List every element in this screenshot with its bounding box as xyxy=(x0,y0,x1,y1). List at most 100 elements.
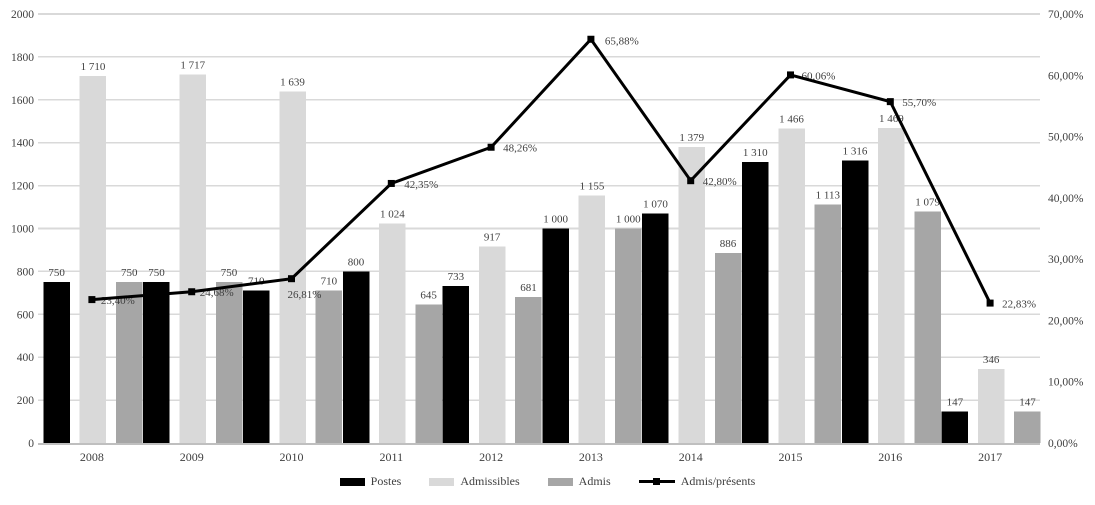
year-label: 2010 xyxy=(280,450,304,464)
percent-label: 65,88% xyxy=(605,36,639,48)
bars xyxy=(43,74,1041,444)
bar-admissibles-2012 xyxy=(478,246,506,443)
percent-label: 42,80% xyxy=(703,176,737,188)
bar-label: 1 710 xyxy=(81,61,106,73)
left-axis-tick: 600 xyxy=(17,309,35,321)
bar-admis-2014 xyxy=(714,252,742,443)
postes-swatch-icon xyxy=(339,477,365,486)
legend-item-admis-presents: Admis/présents xyxy=(638,474,756,489)
legend-label-admissibles: Admissibles xyxy=(460,474,520,488)
bar-admis-2010 xyxy=(315,290,343,443)
year-label: 2012 xyxy=(479,450,503,464)
bar-admis-2011 xyxy=(415,304,442,443)
line-point-labels: 23,40%24,68% 26,81%42,35%48,26%65,88%42,8… xyxy=(101,36,1036,311)
admis-presents-line xyxy=(91,36,992,304)
left-axis-tick: 800 xyxy=(17,266,35,278)
year-label: 2008 xyxy=(80,450,104,464)
bar-label: 1 024 xyxy=(380,208,405,220)
left-axis-tick: 1200 xyxy=(11,181,34,193)
bar-label: 1 000 xyxy=(616,214,641,226)
line-marker-icon xyxy=(188,288,196,296)
bar-label: 750 xyxy=(121,267,138,279)
line-marker-icon xyxy=(487,143,495,151)
bar-label: 800 xyxy=(348,256,365,268)
year-label: 2013 xyxy=(579,450,603,464)
bar-admissibles-2014 xyxy=(678,147,705,443)
left-axis-labels: 0 200 400 600 800 1000 1200 1400 1600 1800 2000 xyxy=(11,9,34,450)
bar-admissibles-2013 xyxy=(578,195,606,443)
bar-label: 1 070 xyxy=(643,198,668,210)
bar-admis-2013 xyxy=(615,228,642,443)
percent-label: 26,81% xyxy=(288,289,322,301)
bar-admissibles-2011 xyxy=(379,223,406,443)
left-axis-tick: 200 xyxy=(17,395,35,407)
right-axis-tick: 60,00% xyxy=(1048,70,1084,82)
legend-label-admis-presents: Admis/présents xyxy=(680,474,756,488)
left-axis-tick: 1000 xyxy=(11,224,34,236)
bar-label: 733 xyxy=(448,271,465,283)
right-axis-tick: 40,00% xyxy=(1048,193,1084,205)
year-label: 2014 xyxy=(679,450,703,464)
bar-admis-2012 xyxy=(515,296,542,443)
line-series xyxy=(88,35,994,307)
admis-swatch-icon xyxy=(547,477,573,486)
bar-admis-2017 xyxy=(1014,411,1041,443)
bar-label: 750 xyxy=(148,267,165,279)
left-axis-tick: 1600 xyxy=(11,95,34,107)
bar-label: 1 113 xyxy=(816,189,841,201)
line-marker-icon xyxy=(986,299,994,307)
legend-label-admis: Admis xyxy=(578,474,611,488)
right-axis-tick: 50,00% xyxy=(1048,132,1084,144)
bar-postes-2017 xyxy=(941,411,969,443)
bar-admis-2009 xyxy=(215,282,243,443)
bar-label: 147 xyxy=(947,396,964,408)
bar-label: 917 xyxy=(484,231,501,243)
left-axis-tick: 0 xyxy=(28,438,34,450)
right-axis-tick: 0,00% xyxy=(1048,438,1078,450)
bar-admis-2008 xyxy=(116,282,143,443)
bar-admissibles-2008 xyxy=(79,76,107,443)
bar-label: 1 466 xyxy=(779,114,804,126)
bar-postes-2013 xyxy=(542,228,569,443)
percent-label: 42,35% xyxy=(404,179,438,191)
line-marker-swatch-icon xyxy=(638,477,675,486)
year-label: 2017 xyxy=(978,450,1002,464)
bar-label: 1 316 xyxy=(843,146,868,158)
bar-admissibles-2016 xyxy=(878,127,905,443)
legend-label-postes: Postes xyxy=(370,474,402,488)
left-axis-tick: 1800 xyxy=(11,52,34,64)
year-label: 2015 xyxy=(779,450,803,464)
legend-item-admis: Admis xyxy=(547,474,611,489)
bar-admissibles-2009 xyxy=(179,74,206,444)
percent-label: 22,83% xyxy=(1002,299,1036,311)
bar-label: 147 xyxy=(1019,396,1036,408)
left-axis-tick: 2000 xyxy=(11,9,34,21)
line-marker-icon xyxy=(886,98,894,106)
bar-postes-2015 xyxy=(742,162,769,443)
line-marker-icon xyxy=(387,179,395,187)
line-marker-icon xyxy=(88,296,96,304)
percent-label: 48,26% xyxy=(503,143,537,155)
left-axis-tick: 1400 xyxy=(11,138,34,150)
legend-item-postes: Postes xyxy=(339,474,402,489)
right-axis-tick: 30,00% xyxy=(1048,254,1084,266)
bar-label: 1 000 xyxy=(543,214,568,226)
bar-postes-2016 xyxy=(841,160,869,443)
year-label: 2016 xyxy=(878,450,902,464)
year-label: 2009 xyxy=(180,450,204,464)
bar-postes-2010 xyxy=(243,290,270,443)
bar-label: 681 xyxy=(520,282,537,294)
year-label: 2011 xyxy=(380,450,404,464)
line-marker-icon xyxy=(587,35,595,43)
bar-admissibles-2017 xyxy=(977,368,1005,443)
bar-label: 750 xyxy=(48,267,65,279)
line-marker-icon xyxy=(288,275,295,283)
bar-label: 886 xyxy=(720,238,737,250)
bar-admissibles-2015 xyxy=(778,128,805,443)
bar-postes-2012 xyxy=(442,285,470,443)
right-axis-tick: 10,00% xyxy=(1048,377,1084,389)
bar-postes-2009 xyxy=(143,282,170,443)
